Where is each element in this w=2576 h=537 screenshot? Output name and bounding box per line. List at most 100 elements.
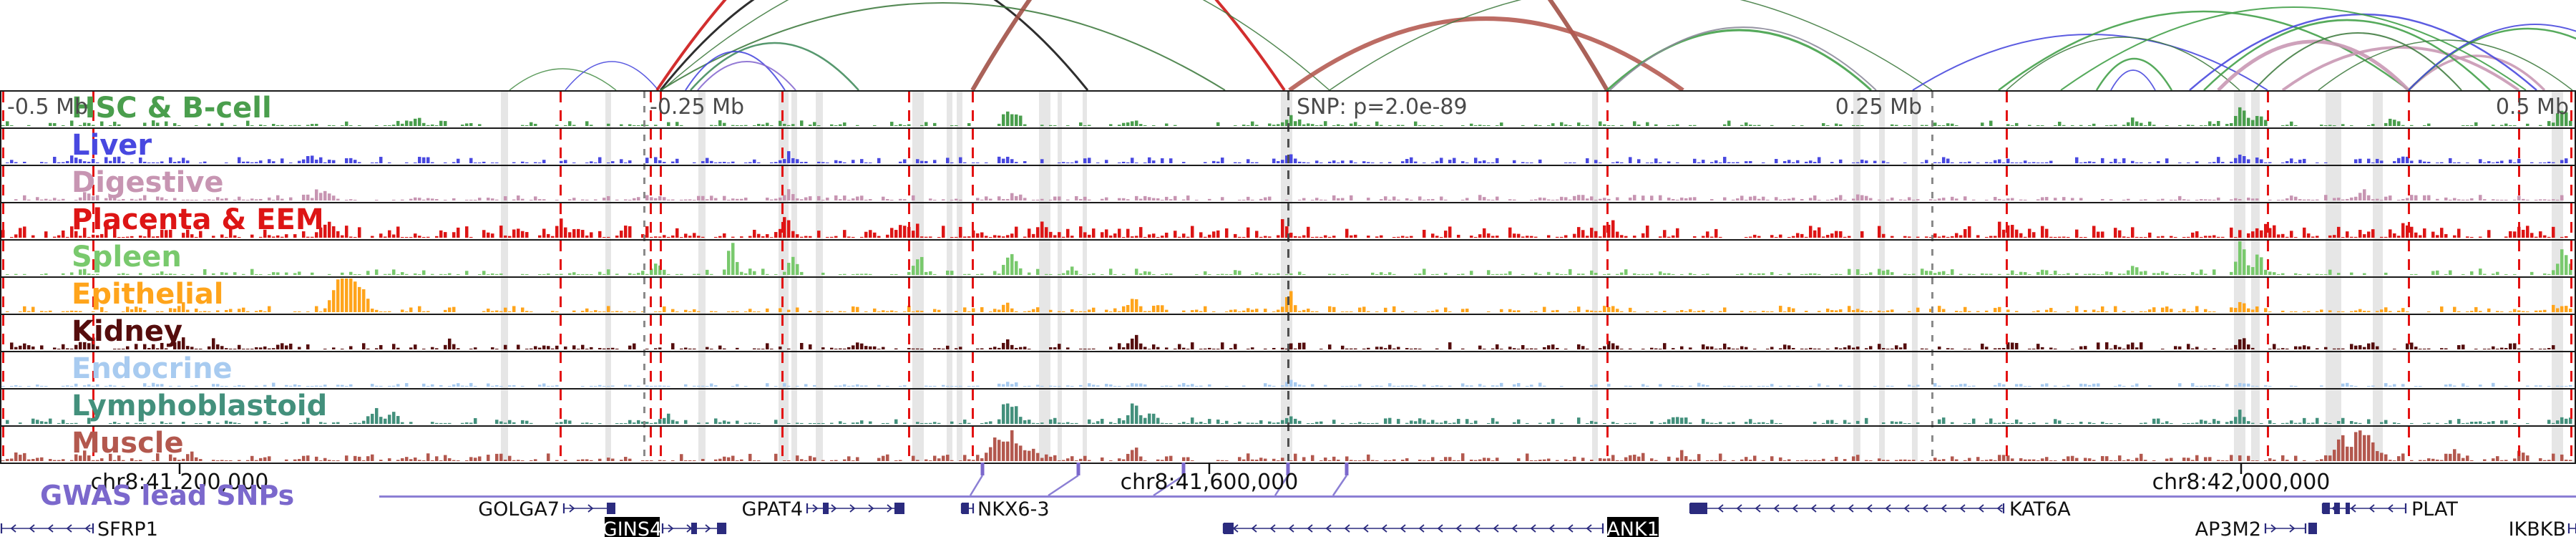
gene-label: GPAT4 — [741, 498, 803, 521]
panel-right-edge — [2575, 90, 2576, 463]
gene-ank1: ANK1 — [1222, 517, 1659, 537]
track-label-placenta-eem: Placenta & EEM — [72, 203, 324, 236]
gene-label: NKX6-3 — [977, 498, 1050, 521]
track-label-epithelial: Epithelial — [72, 278, 224, 311]
coordinate-label-1: chr8:41,600,000 — [1120, 470, 1299, 495]
interaction-arc — [2203, 19, 2491, 90]
interaction-arc — [690, 42, 859, 90]
track-label-digestive: Digestive — [72, 166, 224, 199]
gene-label: GINS4 — [602, 518, 662, 537]
interaction-arc — [2110, 69, 2156, 90]
track-signal-hsc-b-cell — [1, 107, 2572, 126]
axis-label-4: 0.5 Mb — [2495, 95, 2569, 120]
track-border — [0, 425, 2576, 427]
track-signal-lymphoblastoid — [6, 403, 2572, 424]
gene-label: AP3M2 — [2195, 518, 2261, 537]
gene-nkx6-3: NKX6-3 — [960, 498, 1050, 521]
interaction-arc — [2318, 39, 2573, 90]
track-border — [0, 127, 2576, 129]
gene-plat: PLAT — [2321, 498, 2458, 521]
interaction-arc — [2217, 39, 2410, 90]
interaction-arc — [660, 2, 1226, 90]
coordinate-label-2: chr8:42,000,000 — [2152, 470, 2331, 495]
lead-snp-stem — [969, 475, 984, 496]
gene-gpat4: GPAT4 — [741, 498, 904, 521]
track-label-liver: Liver — [72, 129, 152, 162]
track-border — [0, 351, 2576, 352]
axis-label-0: -0.5 Mb — [7, 95, 88, 120]
track-border — [0, 202, 2576, 203]
interaction-arcs-panel — [509, 0, 2576, 90]
interaction-arc — [1288, 16, 1684, 90]
interaction-arc — [1912, 34, 2268, 90]
lead-snp-stem — [1153, 474, 1184, 497]
lead-snp-tick — [1076, 463, 1080, 475]
track-signal-spleen — [6, 241, 2572, 275]
gene-label: PLAT — [2411, 498, 2458, 521]
track-signal-endocrine — [1, 379, 2572, 387]
interaction-arc — [1998, 10, 2409, 90]
axis-label-1: -0.25 Mb — [650, 95, 745, 120]
interaction-arc — [655, 0, 1286, 90]
gene-label: ANK1 — [1606, 518, 1659, 537]
track-border — [0, 90, 2576, 92]
track-signal-epithelial — [6, 279, 2572, 312]
track-signal-placenta-eem — [1, 217, 2568, 238]
interaction-arc — [2408, 24, 2576, 90]
lead-snp-stem — [1048, 474, 1079, 497]
lead-snp-tick — [980, 463, 985, 475]
lead-snp-tick — [1181, 463, 1186, 475]
track-signal-digestive — [14, 189, 2564, 200]
gene-ap3m2: AP3M2 — [2195, 518, 2317, 537]
gene-label: SFRP1 — [97, 518, 158, 537]
signal-tracks-panel: HSC & B-cell Liver Digestive Placenta & EEM… — [0, 90, 2576, 464]
axis-label-3: 0.25 Mb — [1835, 95, 1922, 120]
lead-snp-tick — [1286, 463, 1290, 475]
track-border — [0, 165, 2576, 166]
track-signal-liver — [6, 151, 2568, 163]
track-label-hsc-b-cell: HSC & B-cell — [72, 92, 272, 125]
coordinate-tick — [2240, 463, 2243, 474]
axis-label-2: SNP: p=2.0e-89 — [1297, 95, 1468, 120]
interaction-arc — [2006, 37, 2240, 90]
annotation-panel: GOLGA7 GPAT4 NKX6-3 KAT6A PLAT SFRP1 GINS4 ANK1… — [0, 463, 2576, 537]
interaction-arc — [1329, 0, 1933, 90]
gene-ikbkb: IKBKB — [2509, 518, 2576, 537]
gene-label: GOLGA7 — [478, 498, 560, 521]
interaction-arc — [685, 51, 786, 90]
track-label-endocrine: Endocrine — [72, 352, 233, 385]
coordinate-tick — [1208, 463, 1211, 474]
interaction-arc — [970, 0, 1609, 90]
lead-snp-stem — [1274, 475, 1289, 496]
coordinate-tick — [178, 463, 181, 474]
interaction-arc — [2281, 46, 2520, 90]
track-border — [0, 388, 2576, 390]
interaction-arc — [2060, 6, 2527, 90]
coordinate-label-0: chr8:41,200,000 — [90, 470, 269, 495]
interaction-arc — [1609, 26, 1877, 90]
gene-golga7: GOLGA7 — [478, 498, 615, 521]
interaction-arc — [661, 0, 1330, 90]
track-signal-kidney — [10, 334, 2555, 349]
interaction-arc — [659, 0, 1089, 90]
track-border — [0, 314, 2576, 315]
gwas-lead-snps-track — [379, 463, 2576, 498]
lead-snp-stem — [1332, 475, 1348, 496]
panel-left-edge — [0, 90, 1, 463]
gwas-lead-snps-label: GWAS lead SNPs — [40, 480, 295, 511]
interaction-arc — [2407, 54, 2546, 90]
gene-label: KAT6A — [2009, 498, 2071, 521]
gene-sfrp1: SFRP1 — [0, 518, 158, 537]
gene-kat6a: KAT6A — [1689, 498, 2071, 521]
gene-gins4: GINS4 — [602, 517, 727, 537]
interaction-arc — [2253, 32, 2462, 90]
genes-and-snps-graphics: GOLGA7 GPAT4 NKX6-3 KAT6A PLAT SFRP1 GINS4 ANK1… — [0, 463, 2576, 537]
lead-snp-tick — [1345, 463, 1349, 475]
track-label-spleen: Spleen — [72, 241, 182, 274]
track-label-lymphoblastoid: Lymphoblastoid — [72, 390, 328, 422]
interaction-arc — [565, 61, 659, 90]
track-label-muscle: Muscle — [72, 427, 184, 460]
gene-label: IKBKB — [2509, 518, 2566, 537]
interaction-arc — [509, 68, 617, 90]
